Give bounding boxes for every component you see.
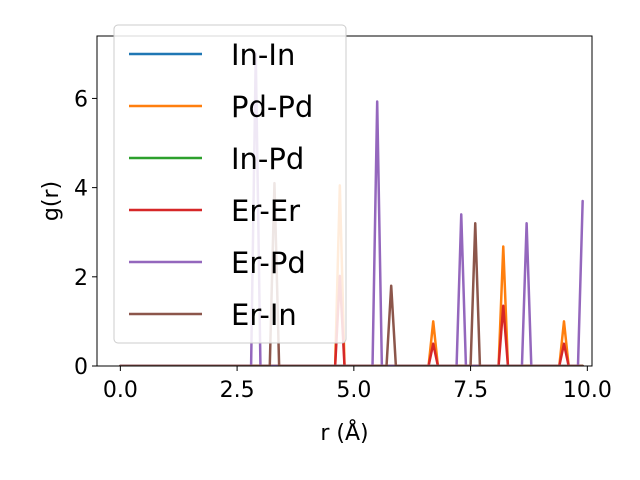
- x-tick-label: 10.0: [563, 378, 612, 403]
- x-axis-label: r (Å): [320, 419, 368, 446]
- x-tick-label: 2.5: [220, 378, 255, 403]
- y-tick-label: 0: [74, 355, 88, 380]
- legend-box: [113, 24, 347, 344]
- x-tick-label: 7.5: [453, 378, 488, 403]
- y-axis-label: g(r): [39, 181, 64, 221]
- legend-label-pd-pd: Pd-Pd: [231, 90, 313, 124]
- x-tick-label: 0.0: [103, 378, 138, 403]
- x-axis: 0.0 2.5 5.0 7.5 10.0: [103, 366, 612, 403]
- y-tick-label: 6: [74, 87, 88, 112]
- legend-label-er-er: Er-Er: [231, 194, 300, 228]
- x-tick-label: 5.0: [336, 378, 371, 403]
- legend-label-in-pd: In-Pd: [231, 142, 304, 176]
- y-tick-label: 2: [74, 266, 88, 291]
- legend: In-In Pd-Pd In-Pd Er-Er Er-Pd Er-In: [113, 24, 347, 344]
- legend-label-er-in: Er-In: [231, 298, 297, 332]
- y-tick-label: 4: [74, 177, 88, 202]
- y-axis: 0 2 4 6: [74, 87, 97, 380]
- legend-label-in-in: In-In: [231, 38, 295, 72]
- legend-label-er-pd: Er-Pd: [231, 246, 306, 280]
